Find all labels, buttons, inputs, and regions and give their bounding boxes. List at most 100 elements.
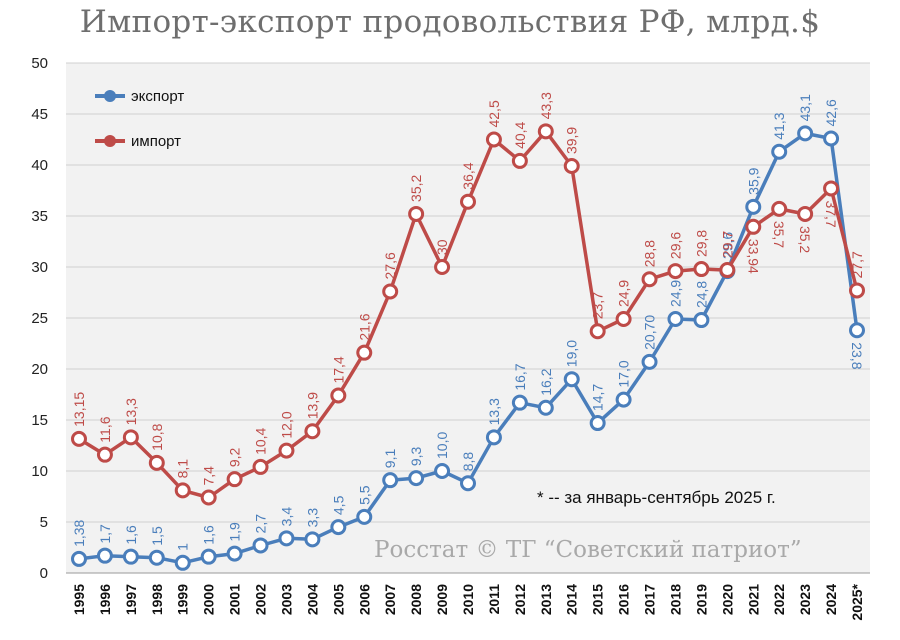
data-label-import: 23,7: [590, 292, 606, 319]
y-tick-label: 45: [31, 106, 48, 123]
data-point-import: [719, 262, 736, 279]
y-tick-label: 10: [31, 463, 48, 480]
data-point-export: [849, 322, 865, 339]
data-label-export: 3,3: [304, 508, 320, 528]
footnote: * -- за январь-сентябрь 2025 г.: [537, 488, 776, 507]
data-label-export: 8,8: [460, 452, 476, 472]
data-label-import: 13,9: [304, 392, 320, 419]
data-label-import: 40,4: [512, 121, 528, 148]
data-label-export: 17,0: [616, 360, 632, 387]
x-tick-label: 2007: [382, 584, 398, 615]
data-labels: 1,38 1,7 1,6 1,511,6 1,9 2,7 3,4 3,34,55,59,1 9,…: [71, 92, 865, 551]
y-tick-label: 0: [40, 565, 48, 582]
y-tick-label: 30: [31, 259, 48, 276]
data-label-import: 9,2: [227, 447, 243, 467]
data-label-import: 13,3: [123, 398, 139, 425]
x-tick-label: 2004: [304, 584, 320, 615]
y-tick-label: 35: [31, 208, 48, 225]
data-label-import: 8,1: [175, 459, 191, 479]
data-point-export: [356, 508, 373, 525]
data-point-import: [849, 282, 865, 299]
x-tick-label: 2009: [434, 584, 450, 615]
y-tick-label: 5: [40, 514, 48, 531]
data-label-export: 9,1: [382, 449, 398, 469]
data-point-export: [252, 537, 269, 554]
data-point-import: [356, 344, 373, 361]
data-point-export: [667, 311, 684, 328]
data-point-import: [667, 263, 684, 280]
data-label-import: 30: [434, 239, 450, 255]
data-point-export: [693, 312, 710, 329]
data-point-export: [797, 125, 814, 142]
data-label-export: 20,70: [642, 315, 658, 350]
data-point-import: [252, 458, 269, 475]
y-axis-ticks: 0 5 10 15 20 25 30 35 40 45 50: [31, 55, 48, 582]
data-label-import: 21,6: [356, 313, 372, 340]
data-point-import: [278, 442, 295, 459]
legend-import-label: импорт: [131, 133, 181, 150]
y-tick-label: 20: [31, 361, 48, 378]
data-point-export: [226, 545, 243, 562]
x-tick-label: 2002: [253, 584, 269, 615]
data-label-import: 29,7: [719, 231, 735, 258]
data-label-export: 14,7: [590, 384, 606, 411]
data-point-export: [460, 475, 476, 492]
x-tick-label: 2022: [771, 584, 787, 615]
legend-export-label: экспорт: [131, 88, 184, 105]
data-point-import: [537, 123, 554, 140]
data-point-import: [797, 205, 814, 222]
data-label-export: 24,8: [693, 281, 709, 308]
data-point-import: [226, 471, 243, 488]
data-label-export: 13,3: [486, 398, 502, 425]
data-point-import: [148, 454, 165, 471]
data-point-import: [485, 131, 502, 148]
data-label-export: 1,9: [227, 522, 243, 542]
x-tick-label: 2005: [330, 584, 346, 615]
data-label-export: 35,9: [745, 167, 761, 194]
data-point-export: [96, 547, 113, 564]
x-tick-label: 2021: [745, 584, 761, 615]
data-point-import: [174, 482, 191, 499]
data-label-export: 1,6: [123, 525, 139, 545]
data-label-export: 41,3: [771, 112, 787, 139]
x-tick-label: 2001: [227, 584, 243, 615]
x-tick-label: 2025*: [849, 583, 865, 620]
data-point-export: [589, 415, 606, 432]
data-point-export: [304, 531, 321, 548]
data-point-import: [434, 259, 451, 275]
y-tick-label: 15: [31, 412, 48, 429]
data-label-export: 16,2: [538, 368, 554, 395]
data-label-import: 28,8: [642, 240, 658, 267]
data-point-export: [434, 463, 451, 479]
data-label-import: 33,94: [745, 239, 761, 274]
gridlines: [66, 62, 870, 574]
data-point-export: [511, 394, 528, 411]
data-label-export: 1,38: [71, 519, 87, 546]
x-tick-label: 1997: [123, 584, 139, 615]
x-tick-label: 2017: [642, 584, 658, 615]
data-label-export: 4,5: [330, 495, 346, 515]
data-point-import: [408, 205, 425, 222]
data-label-import: 37,7: [823, 200, 839, 227]
data-point-import: [641, 271, 658, 288]
data-point-export: [148, 549, 165, 566]
legend: экспорт импорт: [95, 88, 184, 150]
x-tick-label: 2000: [201, 584, 217, 615]
data-label-export: 3,4: [278, 507, 294, 527]
legend-import-marker: [104, 135, 116, 147]
data-label-import: 36,4: [460, 162, 476, 189]
legend-item-export: экспорт: [95, 88, 184, 105]
x-tick-label: 1995: [71, 584, 87, 615]
y-tick-label: 40: [31, 157, 48, 174]
x-tick-label: 2018: [667, 584, 683, 615]
data-point-import: [511, 152, 528, 169]
data-label-export: 1,7: [97, 524, 113, 544]
data-label-import: 27,6: [382, 252, 398, 279]
data-label-import: 11,6: [97, 416, 113, 442]
data-point-import: [563, 158, 580, 175]
data-point-import: [330, 387, 347, 404]
x-tick-label: 2012: [512, 584, 528, 615]
data-label-import: 7,4: [201, 466, 217, 486]
data-label-import: 29,6: [667, 232, 683, 259]
